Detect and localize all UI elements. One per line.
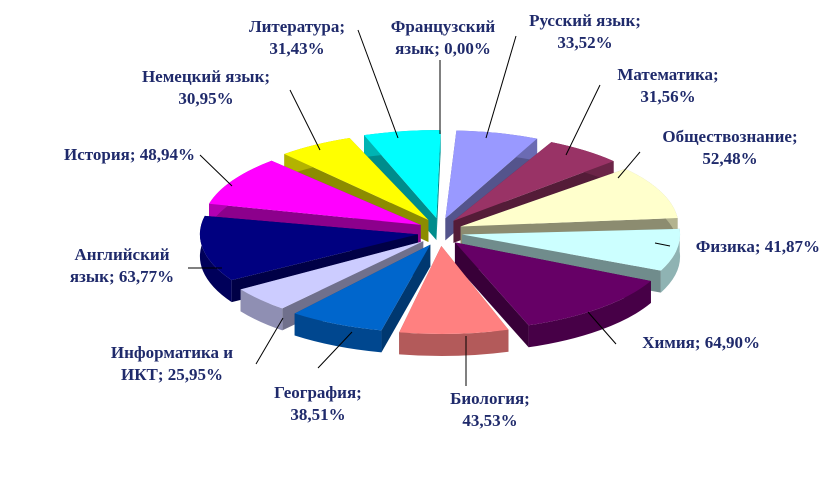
data-label-line: История; 48,94% bbox=[64, 145, 195, 164]
data-label-7: Информатика и ИКТ; 25,95% bbox=[111, 343, 233, 384]
pie-slices bbox=[199, 130, 681, 356]
pie-slice-top bbox=[399, 245, 509, 334]
leader-line-11 bbox=[357, 29, 399, 139]
data-label-6: География; 38,51% bbox=[274, 383, 362, 424]
pie-slice-top bbox=[209, 160, 421, 225]
pie-slice-top bbox=[453, 142, 614, 221]
data-label-line: Физика; 41,87% bbox=[696, 237, 820, 256]
leader-line-7 bbox=[255, 317, 284, 365]
data-label-5: Биология; 43,53% bbox=[450, 389, 530, 430]
data-labels: Русский язык; 33,52% Математика; 31,56% Обще… bbox=[64, 11, 820, 430]
data-label-line: 33,52% bbox=[557, 33, 612, 52]
data-label-line: География; bbox=[274, 383, 362, 402]
data-label-line: Английский bbox=[75, 245, 170, 264]
data-label-9: История; 48,94% bbox=[64, 145, 195, 164]
data-label-line: ИКТ; 25,95% bbox=[121, 365, 223, 384]
leader-line-2 bbox=[617, 151, 641, 179]
pie-slice-rim bbox=[240, 289, 283, 331]
pie-slice-rim bbox=[294, 313, 382, 353]
data-label-3: Физика; 41,87% bbox=[696, 237, 820, 256]
data-label-line: 43,53% bbox=[462, 411, 517, 430]
data-label-2: Обществознание; 52,48% bbox=[662, 127, 797, 168]
leader-line-4 bbox=[587, 311, 617, 345]
leader-line-10 bbox=[289, 89, 321, 151]
pie-slice-rim bbox=[399, 329, 509, 356]
leader-lines bbox=[188, 29, 671, 386]
data-label-4: Химия; 64,90% bbox=[642, 333, 760, 352]
leader-line-1 bbox=[565, 84, 601, 156]
data-label-line: 31,43% bbox=[269, 39, 324, 58]
data-label-line: Математика; bbox=[617, 65, 718, 84]
data-label-line: Информатика и bbox=[111, 343, 233, 362]
data-label-line: язык; 63,77% bbox=[70, 267, 174, 286]
pie-slice-top bbox=[460, 168, 678, 227]
data-label-line: язык; 0,00% bbox=[395, 39, 491, 58]
pie-slice-top bbox=[364, 130, 441, 219]
data-label-line: 31,56% bbox=[640, 87, 695, 106]
pie-slice-wall bbox=[436, 130, 441, 241]
pie-slice-top bbox=[462, 228, 681, 271]
pie-slice-top bbox=[240, 241, 424, 309]
data-label-line: Русский язык; bbox=[529, 11, 641, 30]
data-label-line: Обществознание; bbox=[662, 127, 797, 146]
data-label-line: Литература; bbox=[249, 17, 345, 36]
data-label-line: Французский bbox=[391, 17, 496, 36]
leader-line-6 bbox=[317, 331, 353, 369]
data-label-line: 30,95% bbox=[178, 89, 233, 108]
data-label-line: Немецкий язык; bbox=[142, 67, 270, 86]
pie-slice-top bbox=[445, 130, 538, 219]
data-label-11: Литература; 31,43% bbox=[249, 17, 345, 58]
pie-slice-top bbox=[284, 137, 429, 221]
pie-slice-top bbox=[454, 242, 651, 326]
pie-slice-top bbox=[199, 215, 418, 281]
pie-slice-wall bbox=[454, 242, 529, 348]
pie-slice-5 bbox=[399, 245, 509, 356]
leader-line-0 bbox=[485, 35, 517, 139]
pie-slice-rim bbox=[660, 228, 681, 293]
data-label-line: Химия; 64,90% bbox=[642, 333, 760, 352]
data-label-10: Немецкий язык; 30,95% bbox=[142, 67, 270, 108]
leader-line-3 bbox=[654, 242, 671, 247]
pie-slice-top bbox=[294, 244, 431, 331]
data-label-1: Математика; 31,56% bbox=[617, 65, 718, 106]
data-label-0: Русский язык; 33,52% bbox=[529, 11, 641, 52]
data-label-line: Биология; bbox=[450, 389, 530, 408]
pie-slice-rim bbox=[199, 215, 232, 303]
data-label-12: Французский язык; 0,00% bbox=[391, 17, 496, 58]
data-label-line: 38,51% bbox=[290, 405, 345, 424]
data-label-8: Английский язык; 63,77% bbox=[70, 245, 174, 286]
pie-slice-6 bbox=[294, 244, 431, 353]
leader-line-9 bbox=[199, 154, 233, 187]
data-label-line: 52,48% bbox=[702, 149, 757, 168]
